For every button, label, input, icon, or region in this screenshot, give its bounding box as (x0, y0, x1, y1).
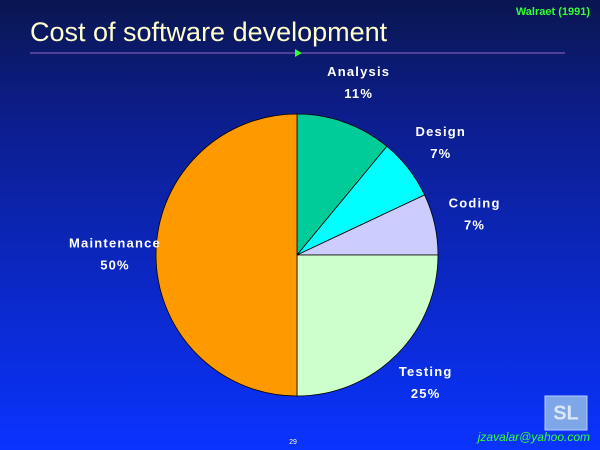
slice-label: Maintenance (69, 235, 161, 250)
page-number: 29 (289, 439, 297, 446)
slice-label: Testing (399, 364, 453, 379)
pie-slice (296, 254, 439, 397)
pie-slice (155, 113, 298, 397)
rule-arrow (295, 49, 302, 57)
slice-label: Analysis (327, 64, 390, 79)
logo: SL (553, 402, 579, 424)
slice-value-label: 7% (430, 146, 451, 161)
slide-title: Cost of software development (30, 17, 388, 47)
footer-email: jzavalar@yahoo.com (476, 430, 590, 444)
source: Walraet (1991) (516, 6, 591, 18)
slice-value-label: 11% (344, 86, 373, 101)
slice-value-label: 50% (100, 257, 130, 272)
pie-slice (296, 113, 388, 257)
logo-box (544, 395, 588, 431)
slice-value-label: 25% (411, 386, 441, 401)
slice-value-label: 7% (464, 218, 485, 233)
slice-label: Design (416, 124, 467, 139)
slice-label: Coding (449, 196, 501, 211)
pie: Analysis 11% Design 7% Coding 7% Testing 25% Mai… (69, 64, 501, 401)
